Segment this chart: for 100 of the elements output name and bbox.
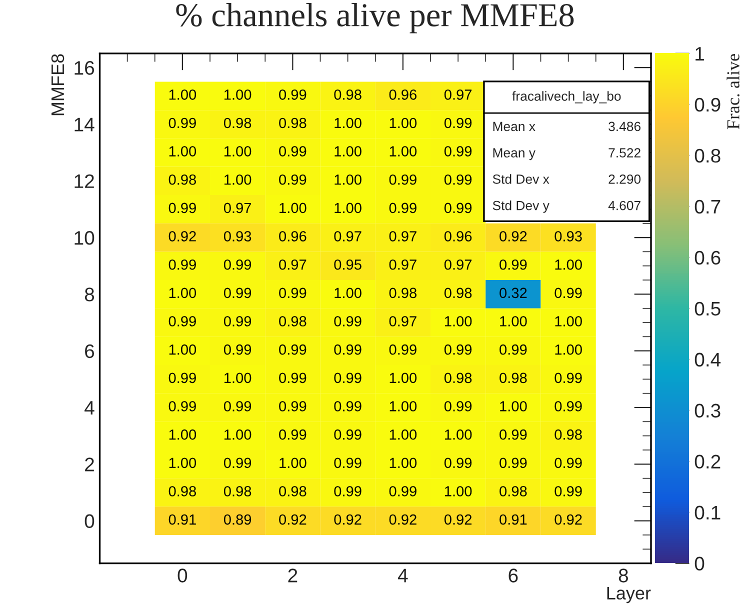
data-label: 0.99 xyxy=(279,344,306,355)
y-tick-label: 10 xyxy=(74,231,94,245)
data-label: 1.00 xyxy=(169,89,196,100)
data-label: 0.99 xyxy=(444,202,472,214)
color-bar-label: 0.4 xyxy=(694,352,721,367)
data-label: 0.99 xyxy=(500,259,527,270)
data-label: 0.91 xyxy=(168,514,196,525)
data-label: 0.99 xyxy=(389,202,416,214)
data-label: 0.93 xyxy=(554,231,582,242)
data-label: 0.98 xyxy=(168,486,196,496)
data-label: 0.99 xyxy=(554,458,582,468)
annotation: fracalivech_lay_bo xyxy=(512,91,621,104)
data-label: 0.97 xyxy=(334,231,362,242)
data-label: 0.96 xyxy=(389,89,416,100)
annotation: Std Dev y xyxy=(492,200,550,213)
annotation: 4.607 xyxy=(608,200,640,210)
data-label: 0.98 xyxy=(224,118,252,128)
data-label: 0.99 xyxy=(224,259,252,270)
y-axis-title: MMFE8 xyxy=(51,54,64,116)
data-label: 1.00 xyxy=(334,174,362,185)
data-label: 1.00 xyxy=(555,316,582,326)
data-label: 0.92 xyxy=(444,514,472,525)
data-label: 0.99 xyxy=(444,458,472,468)
data-label: 0.99 xyxy=(554,401,582,412)
data-label: 1.00 xyxy=(280,458,306,468)
color-bar-label: 0.6 xyxy=(694,250,720,265)
data-label: 0.99 xyxy=(554,372,582,384)
data-label: 0.99 xyxy=(279,372,306,384)
data-label: 0.99 xyxy=(334,344,362,355)
data-label: 1.00 xyxy=(500,401,527,412)
y-tick-label: 14 xyxy=(74,118,94,132)
data-label: 1.00 xyxy=(224,146,252,156)
data-label: 1.00 xyxy=(280,202,306,214)
data-label: 0.99 xyxy=(334,429,362,440)
color-bar-label: 0.9 xyxy=(694,98,720,112)
data-label: 0.32 xyxy=(500,288,527,298)
data-label: 0.99 xyxy=(279,146,306,156)
annotation: 2.290 xyxy=(608,174,641,184)
data-label: 0.99 xyxy=(168,316,196,326)
data-label: 0.99 xyxy=(444,118,472,128)
data-label: 1.00 xyxy=(334,202,362,214)
color-bar-label: 0.5 xyxy=(694,302,720,316)
data-label: 0.98 xyxy=(168,174,196,185)
data-label: 0.99 xyxy=(500,344,527,355)
data-label: 1.00 xyxy=(224,372,252,384)
data-label: 0.99 xyxy=(444,344,472,355)
data-label: 0.99 xyxy=(500,429,527,440)
data-label: 0.96 xyxy=(444,231,472,242)
data-label: 1.00 xyxy=(224,429,252,440)
color-bar-title: Frac. alive xyxy=(726,54,740,130)
data-label: 0.93 xyxy=(224,231,252,242)
data-label: 0.92 xyxy=(168,231,196,242)
data-label: 0.99 xyxy=(224,401,252,412)
data-label: 0.92 xyxy=(334,514,362,525)
data-label: 0.99 xyxy=(554,288,582,298)
annotation: 3.486 xyxy=(608,122,640,132)
y-tick-label: 2 xyxy=(85,458,94,472)
data-label: 0.99 xyxy=(168,259,196,270)
annotation: Mean y xyxy=(493,148,536,160)
data-label: 1.00 xyxy=(334,118,362,128)
data-label: 0.97 xyxy=(224,202,252,214)
data-label: 1.00 xyxy=(224,174,252,185)
annotation: 7.522 xyxy=(608,148,640,158)
data-label: 0.99 xyxy=(168,118,196,128)
data-label: 0.99 xyxy=(279,89,306,100)
data-label: 1.00 xyxy=(444,429,472,440)
data-label: 0.97 xyxy=(389,231,416,242)
color-bar-label: 1 xyxy=(696,47,704,60)
data-label: 0.95 xyxy=(334,259,362,270)
data-label: 1.00 xyxy=(169,146,196,156)
x-axis-title: Layer xyxy=(607,586,651,604)
data-label: 1.00 xyxy=(500,316,527,326)
data-label: 0.99 xyxy=(444,146,472,156)
data-label: 0.99 xyxy=(224,288,252,298)
data-label: 0.92 xyxy=(554,514,582,525)
data-label: 1.00 xyxy=(390,146,417,156)
data-label: 0.99 xyxy=(389,486,416,496)
data-label: 1.00 xyxy=(169,458,196,468)
color-bar-label: 0.1 xyxy=(694,506,720,520)
data-label: 0.98 xyxy=(554,429,582,440)
color-bar-label: 0 xyxy=(694,556,704,571)
data-label: 0.92 xyxy=(389,514,416,525)
chart-title: % channels alive per MMFE8 xyxy=(176,3,574,34)
data-label: 0.99 xyxy=(334,316,362,326)
y-tick-label: 4 xyxy=(84,401,94,415)
data-label: 1.00 xyxy=(224,89,252,100)
y-tick-label: 16 xyxy=(74,61,94,75)
data-label: 0.99 xyxy=(444,401,472,412)
x-tick-label: 0 xyxy=(178,568,188,582)
x-tick-label: 6 xyxy=(508,568,518,582)
data-label: 1.00 xyxy=(390,429,417,440)
data-label: 1.00 xyxy=(334,288,362,298)
data-label: 1.00 xyxy=(444,486,472,496)
data-label: 0.97 xyxy=(279,259,306,270)
data-label: 0.99 xyxy=(554,486,582,496)
data-label: 0.97 xyxy=(389,316,416,326)
data-label: 0.99 xyxy=(279,401,306,412)
color-bar-label: 0.8 xyxy=(694,148,720,163)
data-label: 0.99 xyxy=(224,458,252,468)
data-label: 0.99 xyxy=(389,344,416,355)
